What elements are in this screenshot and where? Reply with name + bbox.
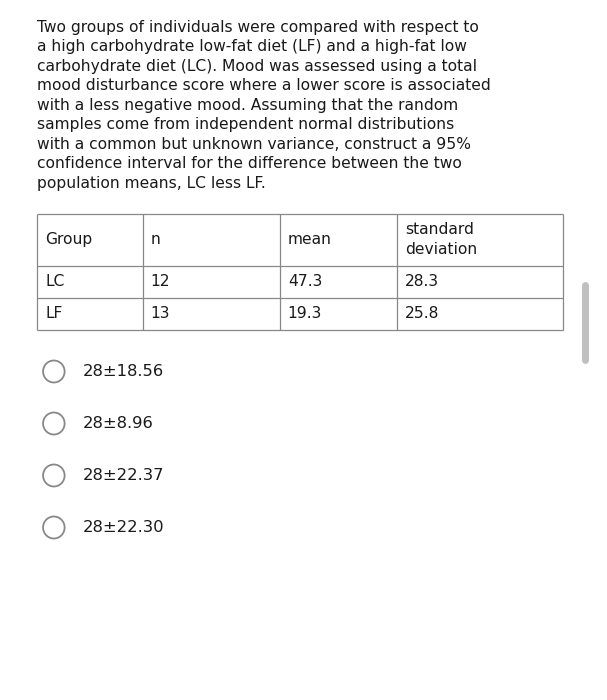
Text: 28.3: 28.3 [405, 274, 439, 289]
Text: 28±22.30: 28±22.30 [83, 520, 165, 535]
Text: Group: Group [45, 232, 92, 247]
Text: Two groups of individuals were compared with respect to: Two groups of individuals were compared … [37, 20, 479, 35]
Text: a high carbohydrate low-fat diet (LF) and a high-fat low: a high carbohydrate low-fat diet (LF) an… [37, 39, 467, 55]
Text: samples come from independent normal distributions: samples come from independent normal dis… [37, 118, 455, 132]
Text: 19.3: 19.3 [288, 306, 322, 321]
Text: LF: LF [45, 306, 63, 321]
Text: mean: mean [288, 232, 332, 247]
Text: 28±22.37: 28±22.37 [83, 468, 164, 483]
Text: n: n [151, 232, 161, 247]
Text: LC: LC [45, 274, 64, 289]
Text: 12: 12 [151, 274, 170, 289]
Text: 25.8: 25.8 [405, 306, 439, 321]
Text: 47.3: 47.3 [288, 274, 322, 289]
Text: mood disturbance score where a lower score is associated: mood disturbance score where a lower sco… [37, 78, 491, 94]
Text: with a common but unknown variance, construct a 95%: with a common but unknown variance, cons… [37, 137, 471, 152]
Text: carbohydrate diet (LC). Mood was assessed using a total: carbohydrate diet (LC). Mood was assesse… [37, 59, 477, 74]
Text: population means, LC less LF.: population means, LC less LF. [37, 176, 266, 191]
Text: 28±18.56: 28±18.56 [83, 364, 164, 379]
Text: 28±8.96: 28±8.96 [83, 416, 154, 431]
Text: 13: 13 [151, 306, 170, 321]
Text: standard
deviation: standard deviation [405, 223, 478, 257]
Text: confidence interval for the difference between the two: confidence interval for the difference b… [37, 157, 462, 172]
Text: with a less negative mood. Assuming that the random: with a less negative mood. Assuming that… [37, 98, 458, 113]
